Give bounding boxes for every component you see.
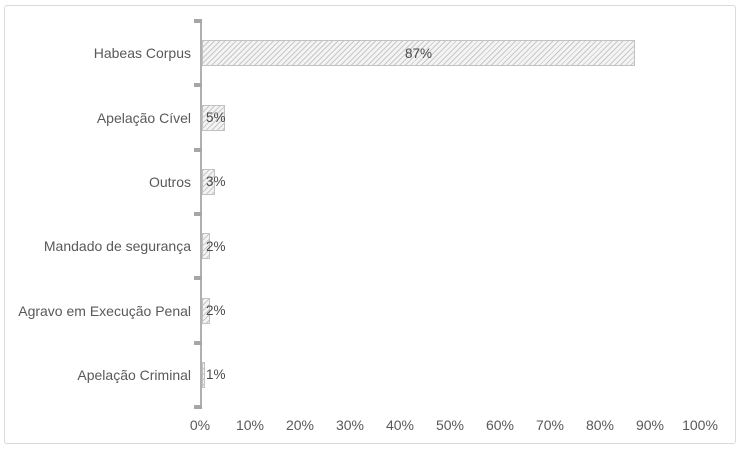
axis-tick-mark xyxy=(194,19,202,23)
bar-1 xyxy=(202,105,225,131)
x-axis-label-8: 80% xyxy=(585,417,615,433)
value-label-0: 87% xyxy=(404,46,433,61)
category-label-1: Apelação Cível xyxy=(96,110,191,126)
bar-4 xyxy=(202,298,210,324)
bar-2 xyxy=(202,169,215,195)
category-label-4: Agravo em Execução Penal xyxy=(18,303,191,319)
category-label-3: Mandado de segurança xyxy=(43,238,191,254)
x-axis-label-7: 70% xyxy=(535,417,565,433)
x-axis-label-6: 60% xyxy=(485,417,515,433)
category-label-5: Apelação Criminal xyxy=(77,367,191,383)
value-label-4: 2% xyxy=(206,303,226,318)
axis-tick-mark xyxy=(194,276,202,281)
bar-0 xyxy=(202,40,635,66)
x-axis-label-9: 90% xyxy=(635,417,665,433)
category-label-2: Outros xyxy=(148,174,191,190)
value-label-2: 3% xyxy=(206,174,226,189)
value-label-1: 5% xyxy=(206,110,226,125)
axis-tick-mark xyxy=(194,147,202,152)
x-axis-label-5: 50% xyxy=(435,417,465,433)
x-axis-label-10: 100% xyxy=(682,417,718,433)
axis-tick-mark xyxy=(194,83,202,88)
bar-5 xyxy=(202,362,205,388)
chart-frame xyxy=(4,5,736,444)
x-axis-label-2: 20% xyxy=(285,417,315,433)
value-label-3: 2% xyxy=(206,239,226,254)
x-axis-label-4: 40% xyxy=(385,417,415,433)
x-axis-label-3: 30% xyxy=(335,417,365,433)
axis-tick-mark xyxy=(194,405,202,409)
value-label-5: 1% xyxy=(206,367,226,382)
category-label-0: Habeas Corpus xyxy=(93,45,191,61)
bar-3 xyxy=(202,233,210,259)
axis-tick-mark xyxy=(194,212,202,216)
axis-tick-mark xyxy=(194,340,202,345)
x-axis-label-0: 0% xyxy=(189,417,211,433)
x-axis-label-1: 10% xyxy=(235,417,265,433)
